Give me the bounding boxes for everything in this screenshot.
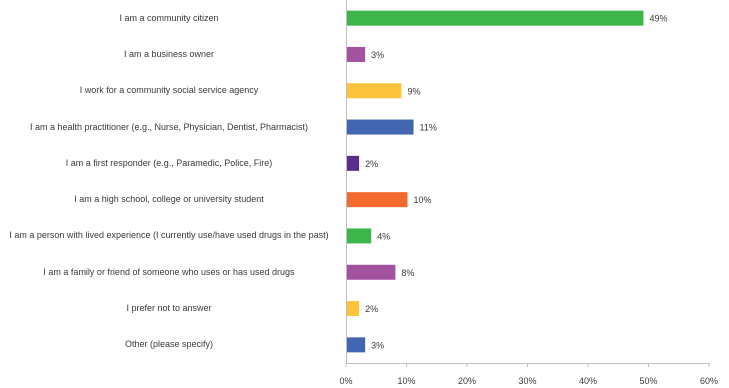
category-label: I am a business owner (123, 48, 215, 59)
data-label: 3% (371, 50, 384, 60)
data-label: 3% (371, 340, 384, 350)
bar (347, 119, 414, 135)
x-tick-label: 50% (639, 376, 657, 386)
category-label: Other (please specify) (124, 339, 214, 350)
bar (347, 192, 408, 208)
x-tick-label: 0% (339, 376, 352, 386)
data-label: 4% (377, 231, 390, 241)
category-label: I work for a community social service ag… (79, 85, 259, 96)
bar (347, 10, 644, 26)
data-label: 11% (420, 123, 437, 133)
data-label: 8% (401, 268, 414, 278)
data-label: 2% (365, 159, 378, 169)
bar (347, 337, 366, 353)
data-label: 9% (407, 86, 420, 96)
category-label: I am a health practitioner (e.g., Nurse,… (29, 121, 309, 132)
x-tick-label: 60% (700, 376, 718, 386)
bar (347, 155, 360, 171)
data-label: 49% (649, 14, 667, 24)
bar (347, 228, 372, 244)
category-label: I am a first responder (e.g., Paramedic,… (65, 157, 273, 168)
category-label: I am a person with lived experience (I c… (9, 230, 329, 241)
bar (347, 83, 402, 99)
x-tick-label: 30% (518, 376, 536, 386)
bar (347, 301, 360, 317)
x-tick-label: 40% (579, 376, 597, 386)
x-tick-label: 10% (397, 376, 415, 386)
bar (347, 46, 366, 62)
category-label: I am a community citizen (119, 12, 219, 23)
category-label: I am a high school, college or universit… (74, 194, 264, 205)
data-label: 10% (414, 195, 432, 205)
bar (347, 264, 396, 280)
category-label: I am a family or friend of someone who u… (43, 266, 295, 277)
data-label: 2% (365, 304, 378, 314)
x-tick-label: 20% (458, 376, 476, 386)
category-label: I prefer not to answer (126, 303, 212, 314)
